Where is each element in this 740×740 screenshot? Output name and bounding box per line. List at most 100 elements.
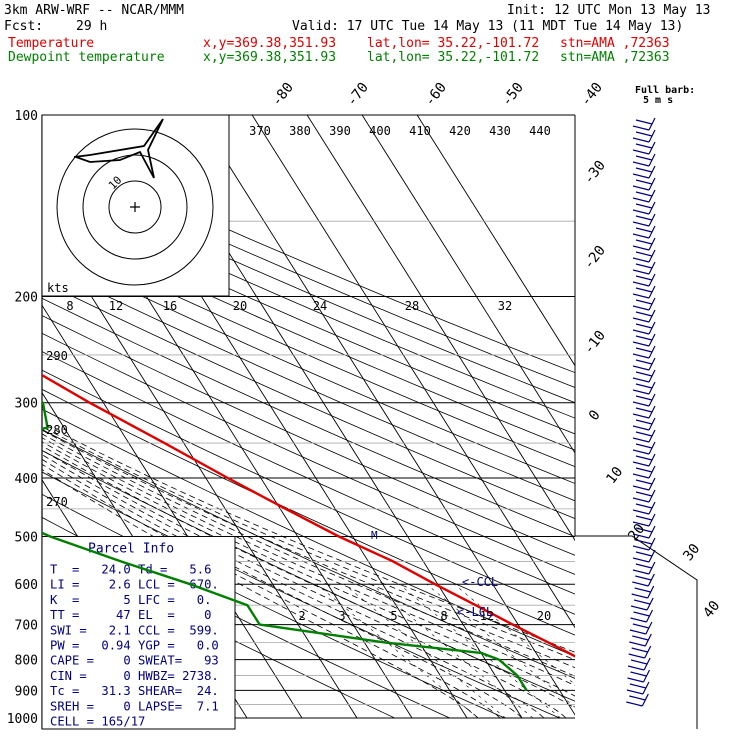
moist-adiabat-line bbox=[42, 445, 575, 709]
wind-barb-icon bbox=[632, 117, 656, 131]
mixing-ratio-label: 3 bbox=[338, 609, 345, 623]
dewpoint-latlon: lat,lon= 35.22,-101.72 bbox=[367, 50, 540, 65]
temperature-legend-label: Temperature bbox=[8, 36, 95, 51]
wind-barb-icon bbox=[632, 249, 656, 263]
left-theta-label: 290 bbox=[46, 349, 68, 363]
isotherm-label: -30 bbox=[581, 158, 609, 188]
wind-barb-icon bbox=[632, 417, 656, 431]
mixing-ratio-line bbox=[426, 583, 575, 708]
isotherm-line bbox=[42, 304, 303, 719]
wind-barb-icon bbox=[626, 681, 650, 695]
pressure-label: 1000 bbox=[7, 712, 38, 727]
wind-barb-icon bbox=[632, 285, 656, 299]
mixing-ratio-label: 12 bbox=[480, 609, 494, 623]
hodograph-units-label: kts bbox=[47, 281, 69, 295]
wind-barb-icon bbox=[632, 381, 656, 395]
isotherm-label: 0 bbox=[586, 407, 604, 423]
wind-barb-icon bbox=[632, 261, 656, 275]
mixing-ratio-label: 8 bbox=[440, 609, 447, 623]
wind-barb-icon bbox=[632, 573, 655, 587]
parcel-info-row: Tc = 31.3 SHEAR= 24. bbox=[50, 684, 219, 698]
theta-label: 370 bbox=[249, 124, 271, 138]
isotherm-line bbox=[306, 115, 575, 542]
isotherm-label: -10 bbox=[581, 328, 609, 358]
hodograph-ring bbox=[82, 154, 188, 260]
isotherm-label: -20 bbox=[581, 243, 609, 273]
isotherm-label: -70 bbox=[344, 80, 372, 110]
wind-barb-icon bbox=[631, 585, 655, 599]
fcst-value: 29 h bbox=[76, 19, 108, 34]
wind-barb-icon bbox=[632, 273, 656, 287]
wind-barb-icon bbox=[632, 465, 656, 479]
wind-barb-icon bbox=[632, 561, 656, 575]
wind-barb-icon bbox=[632, 393, 656, 407]
mixing-ratio-line bbox=[371, 583, 534, 719]
init-time: Init: 12 UTC Mon 13 May 13 bbox=[507, 3, 711, 18]
wind-barb-icon bbox=[632, 141, 656, 155]
dewpoint-legend-label: Dewpoint temperature bbox=[8, 50, 165, 65]
wind-barb-icon bbox=[632, 345, 656, 359]
hodograph-ring bbox=[108, 180, 162, 234]
m-marker: M bbox=[371, 529, 378, 542]
wind-barb-icon bbox=[632, 453, 656, 467]
temperature-xy: x,y=369.38,351.93 bbox=[203, 36, 337, 51]
parcel-info-row: SREH = 0 LAPSE= 7.1 bbox=[50, 699, 219, 713]
theta-label: 410 bbox=[409, 124, 431, 138]
mixing-ratio-label: 20 bbox=[537, 609, 551, 623]
isotherm-label: -50 bbox=[499, 80, 527, 110]
speed-scale-label: 16 bbox=[163, 299, 177, 313]
wind-barb-icon bbox=[632, 513, 656, 527]
moist-adiabat-line bbox=[42, 422, 575, 653]
lcl-marker: <-LCL bbox=[457, 605, 493, 619]
mixing-ratio-line bbox=[316, 583, 479, 719]
parcel-info-row: T = 24.0 Td = 5.6 bbox=[50, 562, 211, 576]
plot-right-extension bbox=[575, 535, 698, 729]
isotherm-line bbox=[196, 115, 575, 716]
hodograph-center-icon bbox=[130, 202, 140, 212]
wind-barb-icon bbox=[630, 609, 654, 623]
speed-scale-label: 28 bbox=[405, 299, 419, 313]
theta-label: 400 bbox=[369, 124, 391, 138]
pressure-label: 500 bbox=[15, 530, 38, 545]
hodograph-ring bbox=[56, 128, 214, 286]
mixing-ratio-label: 5 bbox=[390, 609, 397, 623]
wind-barb-icon bbox=[632, 309, 656, 323]
wind-barb-icon bbox=[629, 621, 653, 635]
parcel-info-row: LI = 2.6 LCL = 670. bbox=[50, 578, 219, 592]
wind-barb-icon bbox=[632, 201, 656, 215]
wind-barb-icon bbox=[632, 213, 656, 227]
wind-barb-icon bbox=[632, 441, 656, 455]
barb-scale-units: 5 m s bbox=[643, 95, 673, 106]
wind-barb-icon bbox=[632, 153, 656, 167]
dewpoint-station: stn=AMA ,72363 bbox=[560, 50, 670, 65]
pressure-label: 300 bbox=[15, 397, 38, 412]
theta-label: 430 bbox=[489, 124, 511, 138]
parcel-info-row: TT = 47 EL = 0 bbox=[50, 608, 211, 622]
theta-label: 390 bbox=[329, 124, 351, 138]
wind-barb-icon bbox=[632, 429, 656, 443]
isotherm-label: -40 bbox=[578, 80, 606, 110]
isotherm-line bbox=[42, 217, 358, 719]
isotherm-line bbox=[251, 115, 575, 629]
wind-barb-icon bbox=[632, 297, 656, 311]
fcst-label: Fcst: bbox=[4, 19, 44, 34]
temperature-latlon: lat,lon= 35.22,-101.72 bbox=[367, 36, 540, 51]
speed-scale-label: 24 bbox=[313, 299, 327, 313]
pressure-label: 700 bbox=[15, 619, 38, 634]
hodograph-trace bbox=[73, 118, 164, 179]
wind-barb-icon bbox=[627, 669, 651, 683]
wind-barb-icon bbox=[632, 321, 656, 335]
parcel-info-row: CAPE = 0 SWEAT= 93 bbox=[50, 654, 219, 668]
ccl-marker: <-CCL bbox=[462, 575, 498, 589]
theta-label: 380 bbox=[289, 124, 311, 138]
parcel-info-row: PW = 0.94 YGP = 0.0 bbox=[50, 638, 219, 652]
wind-barb-icon bbox=[630, 597, 654, 611]
isotherm-label: 10 bbox=[603, 464, 626, 487]
mixing-ratio-line bbox=[399, 583, 561, 719]
wind-barb-icon bbox=[632, 477, 656, 491]
parcel-info-row: CELL = 165/17 bbox=[50, 714, 145, 728]
speed-scale-label: 20 bbox=[233, 299, 247, 313]
pressure-label: 400 bbox=[15, 472, 38, 487]
wind-barb-icon bbox=[632, 189, 656, 203]
